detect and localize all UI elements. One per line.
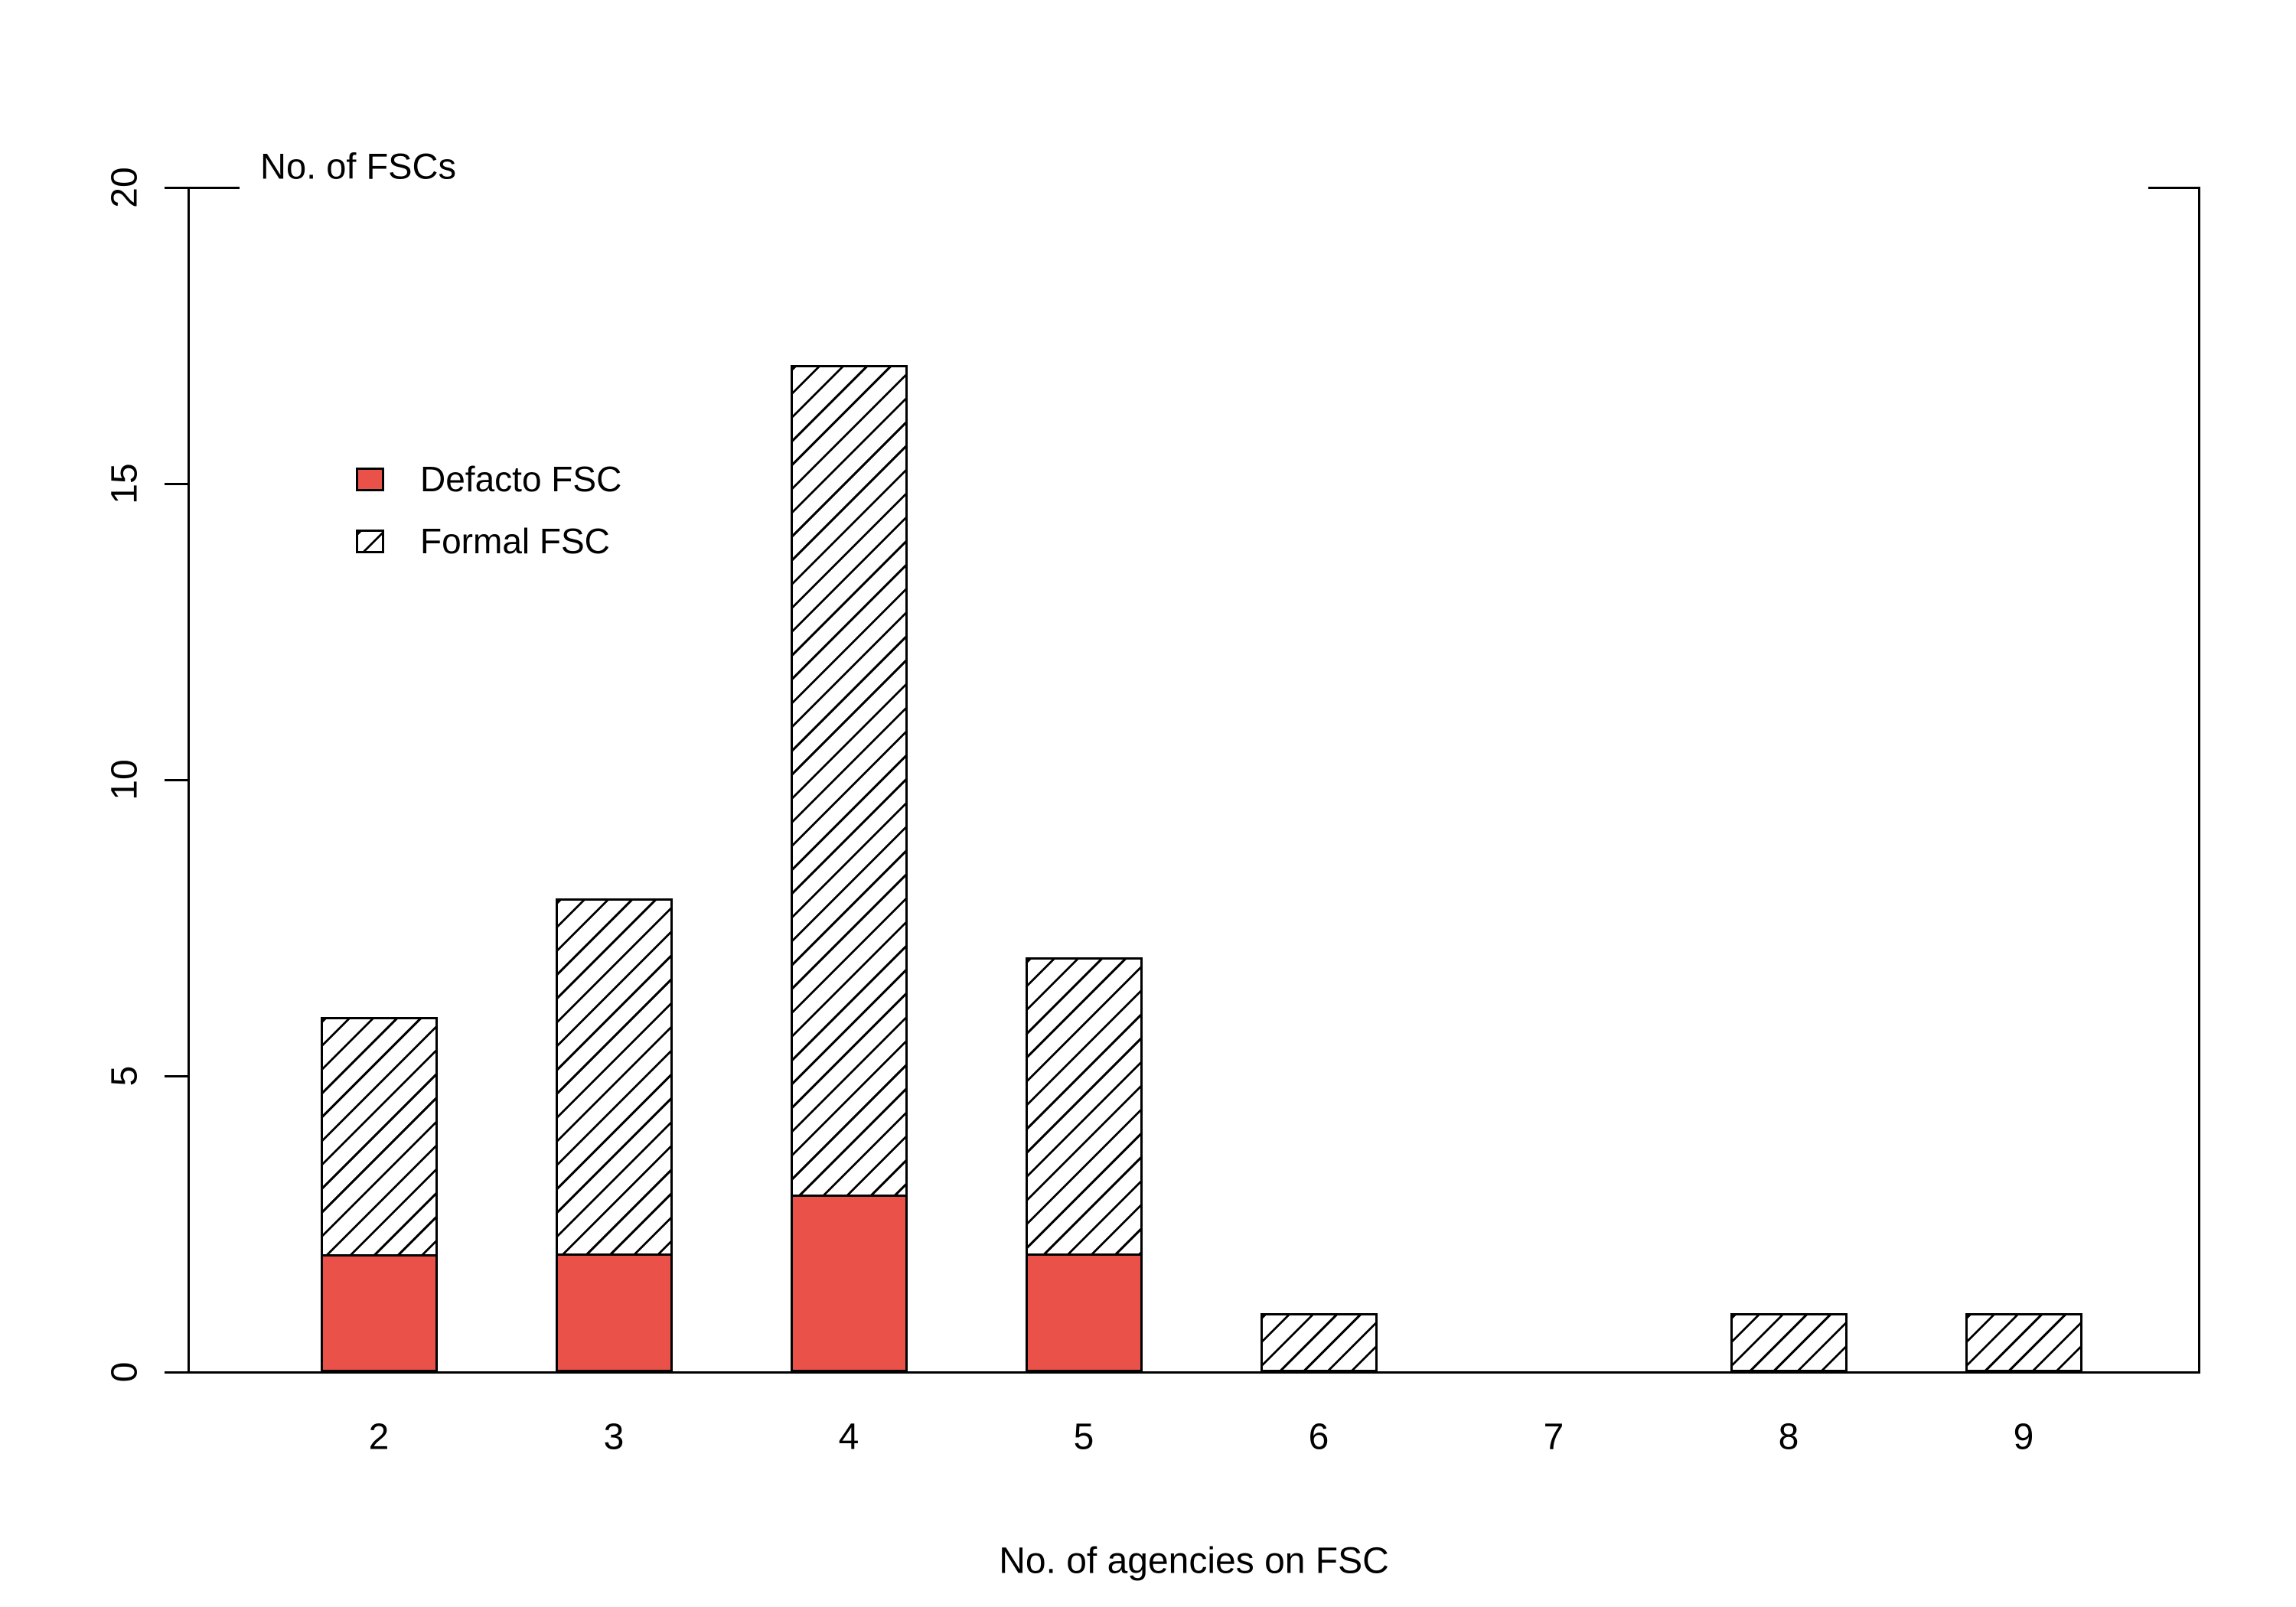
bar-formal-segment [1965, 1313, 2082, 1372]
legend-item-defacto-fsc: Defacto FSC [356, 458, 621, 500]
right-border-line [2197, 186, 2200, 1374]
y-tick-mark [165, 186, 188, 189]
bar-formal-segment [1026, 957, 1143, 1256]
bar-formal-segment [1730, 1313, 1848, 1372]
legend-swatch-defacto-fsc [356, 467, 384, 491]
x-tick-label: 2 [368, 1416, 390, 1458]
legend-label-defacto-fsc: Defacto FSC [420, 459, 622, 499]
y-tick-label: 10 [104, 759, 145, 800]
y-tick-mark [165, 482, 188, 485]
y-tick-mark [165, 1074, 188, 1077]
bar-formal-segment [321, 1017, 438, 1257]
y-tick-mark [165, 778, 188, 781]
y-tick-label: 15 [104, 463, 145, 504]
x-tick-label: 5 [1073, 1416, 1094, 1458]
bar-defacto-segment [791, 1195, 908, 1372]
bar-defacto-segment [556, 1253, 673, 1372]
y-axis-line [187, 186, 190, 1374]
x-tick-label: 6 [1308, 1416, 1329, 1458]
y-tick-label: 0 [104, 1361, 145, 1383]
x-tick-label: 8 [1778, 1416, 1799, 1458]
x-tick-label: 3 [603, 1416, 625, 1458]
x-tick-label: 9 [2013, 1416, 2034, 1458]
bar-formal-segment [1261, 1313, 1378, 1372]
y-axis-title: No. of FSCs [260, 145, 456, 187]
x-axis-title: No. of agencies on FSC [999, 1540, 1389, 1582]
legend-item-formal-fsc: Formal FSC [356, 520, 621, 562]
bar-formal-segment [556, 898, 673, 1256]
y-tick-mark [165, 1371, 188, 1374]
y-tick-label: 20 [104, 167, 145, 208]
y-tick-label: 5 [104, 1065, 145, 1087]
legend-swatch-formal-fsc [356, 529, 384, 553]
legend: Defacto FSC Formal FSC [356, 458, 621, 562]
bar-defacto-segment [1026, 1253, 1143, 1372]
bar-formal-segment [791, 365, 908, 1197]
legend-label-formal-fsc: Formal FSC [420, 521, 610, 561]
x-axis-line [187, 1371, 2200, 1374]
x-tick-label: 7 [1543, 1416, 1564, 1458]
top-right-corner-stub [2148, 186, 2200, 189]
top-left-corner-stub [165, 186, 240, 189]
x-tick-label: 4 [838, 1416, 859, 1458]
bar-defacto-segment [321, 1253, 438, 1372]
